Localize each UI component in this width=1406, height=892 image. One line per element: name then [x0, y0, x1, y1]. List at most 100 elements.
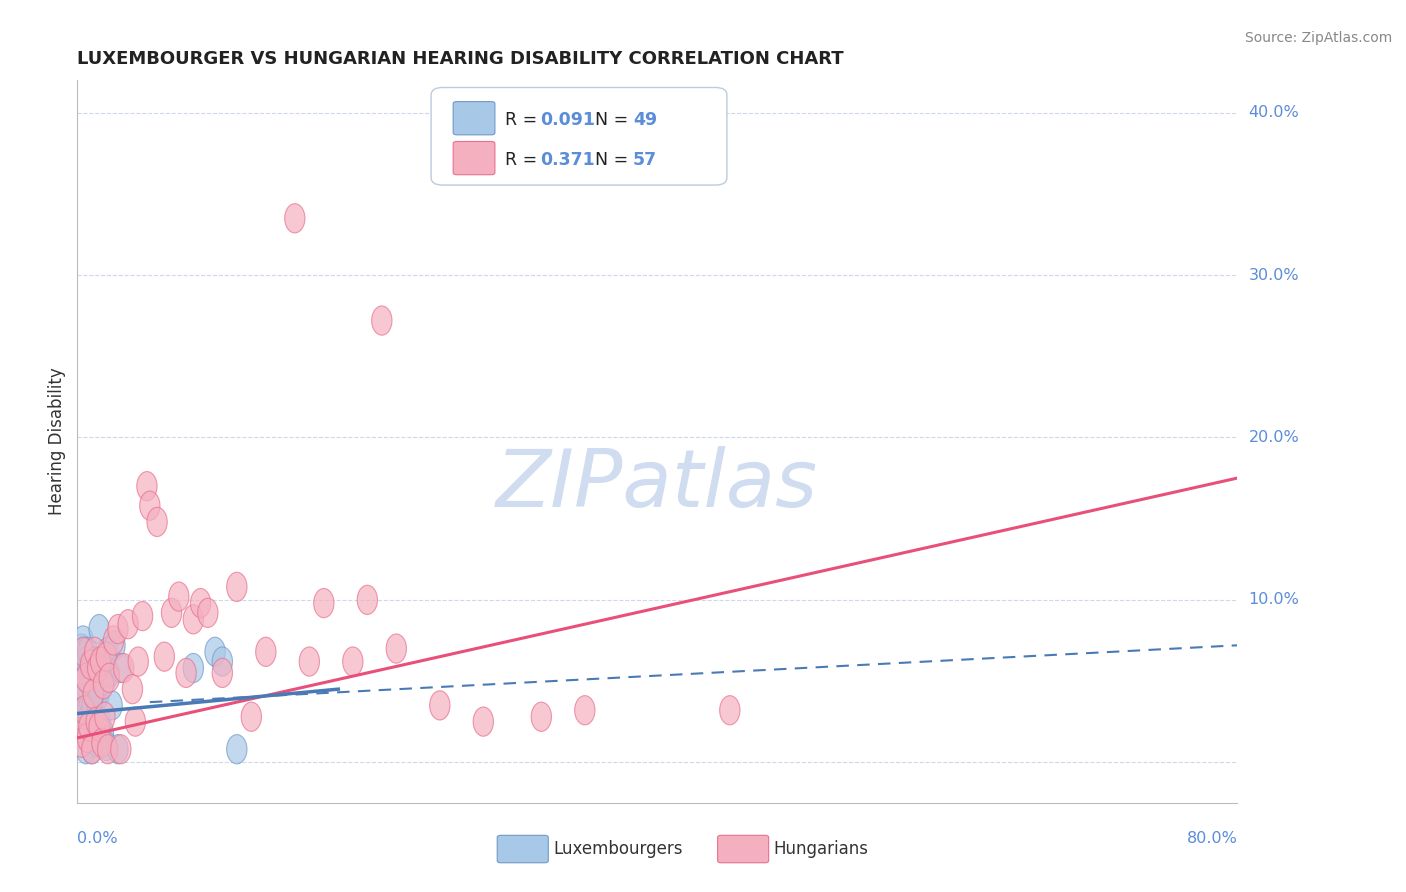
- Ellipse shape: [75, 718, 94, 747]
- Ellipse shape: [75, 670, 94, 699]
- Ellipse shape: [70, 670, 90, 699]
- FancyBboxPatch shape: [453, 142, 495, 175]
- Ellipse shape: [531, 702, 551, 731]
- Ellipse shape: [69, 674, 89, 704]
- Ellipse shape: [82, 735, 103, 764]
- FancyBboxPatch shape: [453, 102, 495, 135]
- Ellipse shape: [82, 690, 103, 720]
- Ellipse shape: [72, 728, 91, 757]
- Ellipse shape: [77, 696, 97, 725]
- Text: 40.0%: 40.0%: [1249, 105, 1299, 120]
- Ellipse shape: [73, 637, 93, 666]
- Ellipse shape: [190, 589, 211, 617]
- Ellipse shape: [84, 647, 105, 676]
- Ellipse shape: [162, 599, 181, 627]
- Ellipse shape: [139, 491, 160, 520]
- Ellipse shape: [108, 735, 128, 764]
- Ellipse shape: [125, 707, 145, 736]
- Ellipse shape: [91, 647, 112, 676]
- Ellipse shape: [73, 658, 93, 688]
- Ellipse shape: [77, 637, 97, 666]
- Ellipse shape: [96, 731, 117, 761]
- FancyBboxPatch shape: [498, 835, 548, 863]
- Ellipse shape: [79, 702, 98, 731]
- Ellipse shape: [82, 735, 103, 764]
- Ellipse shape: [90, 707, 111, 736]
- Ellipse shape: [299, 647, 319, 676]
- Ellipse shape: [198, 599, 218, 627]
- Ellipse shape: [86, 707, 107, 736]
- Ellipse shape: [73, 626, 93, 655]
- FancyBboxPatch shape: [717, 835, 769, 863]
- Ellipse shape: [84, 637, 105, 666]
- Ellipse shape: [80, 723, 101, 753]
- Text: 80.0%: 80.0%: [1187, 830, 1237, 846]
- Ellipse shape: [93, 670, 114, 699]
- Text: 0.091: 0.091: [540, 111, 595, 128]
- Ellipse shape: [96, 642, 117, 672]
- Ellipse shape: [75, 696, 94, 725]
- Ellipse shape: [97, 735, 118, 764]
- Ellipse shape: [76, 680, 96, 708]
- Ellipse shape: [83, 707, 104, 736]
- Ellipse shape: [90, 647, 111, 676]
- Text: 0.371: 0.371: [540, 151, 595, 169]
- Ellipse shape: [212, 658, 232, 688]
- Ellipse shape: [314, 589, 335, 617]
- Ellipse shape: [284, 203, 305, 233]
- Ellipse shape: [89, 615, 110, 644]
- Ellipse shape: [118, 609, 138, 639]
- Ellipse shape: [83, 670, 104, 699]
- Ellipse shape: [87, 728, 108, 757]
- Ellipse shape: [72, 663, 91, 692]
- Ellipse shape: [155, 642, 174, 672]
- Ellipse shape: [104, 626, 124, 655]
- Ellipse shape: [75, 637, 94, 666]
- Text: R =: R =: [505, 151, 543, 169]
- Ellipse shape: [73, 680, 93, 708]
- Ellipse shape: [80, 670, 101, 699]
- Ellipse shape: [226, 735, 247, 764]
- Text: N =: N =: [585, 151, 634, 169]
- Text: 49: 49: [633, 111, 657, 128]
- Ellipse shape: [84, 682, 105, 712]
- Ellipse shape: [76, 735, 96, 764]
- Ellipse shape: [169, 582, 188, 611]
- Ellipse shape: [97, 637, 118, 666]
- Text: 10.0%: 10.0%: [1249, 592, 1299, 607]
- Ellipse shape: [98, 658, 120, 688]
- Ellipse shape: [72, 686, 91, 715]
- Text: 0.0%: 0.0%: [77, 830, 118, 846]
- Ellipse shape: [79, 658, 98, 688]
- Ellipse shape: [720, 696, 740, 725]
- Ellipse shape: [242, 702, 262, 731]
- Ellipse shape: [111, 654, 131, 682]
- Ellipse shape: [76, 647, 96, 676]
- Ellipse shape: [70, 707, 90, 736]
- Text: R =: R =: [505, 111, 543, 128]
- Text: ZIPatlas: ZIPatlas: [496, 446, 818, 524]
- Ellipse shape: [89, 712, 110, 741]
- Ellipse shape: [83, 680, 104, 708]
- Ellipse shape: [474, 707, 494, 736]
- Ellipse shape: [176, 658, 197, 688]
- Ellipse shape: [93, 718, 114, 747]
- Ellipse shape: [343, 647, 363, 676]
- Ellipse shape: [105, 631, 125, 660]
- Ellipse shape: [77, 723, 97, 753]
- Ellipse shape: [94, 702, 115, 731]
- Ellipse shape: [183, 654, 204, 682]
- Ellipse shape: [146, 508, 167, 536]
- Ellipse shape: [387, 634, 406, 663]
- Ellipse shape: [132, 601, 153, 631]
- Text: N =: N =: [585, 111, 634, 128]
- Ellipse shape: [226, 573, 247, 601]
- Text: 20.0%: 20.0%: [1249, 430, 1299, 445]
- Ellipse shape: [371, 306, 392, 335]
- Text: Source: ZipAtlas.com: Source: ZipAtlas.com: [1244, 31, 1392, 45]
- Ellipse shape: [114, 654, 134, 682]
- Ellipse shape: [86, 647, 107, 676]
- Ellipse shape: [80, 650, 101, 680]
- Ellipse shape: [183, 605, 204, 634]
- Ellipse shape: [86, 686, 107, 715]
